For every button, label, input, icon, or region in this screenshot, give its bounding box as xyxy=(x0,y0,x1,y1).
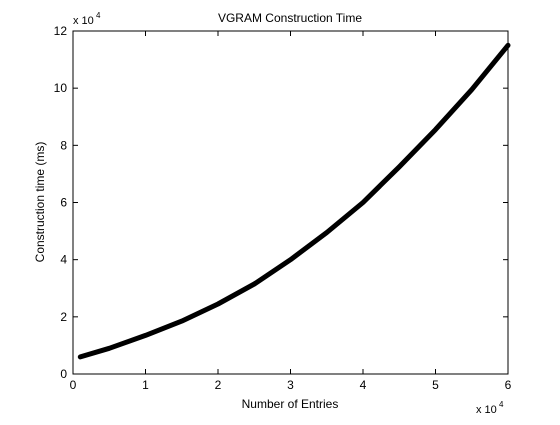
y-tick-label: 6 xyxy=(60,196,67,210)
y-tick-label: 2 xyxy=(60,310,67,324)
y-tick-label: 10 xyxy=(54,81,68,95)
x-tick-label: 0 xyxy=(70,378,77,392)
y-tick-label: 0 xyxy=(60,367,67,381)
y-tick-label: 4 xyxy=(60,253,67,267)
x-axis-label: Number of Entries xyxy=(242,397,339,411)
series-line xyxy=(77,42,511,360)
plot-frame xyxy=(72,30,509,375)
x-tick-label: 3 xyxy=(287,378,294,392)
y-tick-label: 8 xyxy=(60,138,67,152)
y-exponent: x 10 4 xyxy=(73,11,101,27)
series-layer xyxy=(77,42,511,360)
y-tick-label: 12 xyxy=(54,24,68,38)
x-tick-label: 1 xyxy=(142,378,149,392)
x-exponent-power: 4 xyxy=(499,400,504,409)
plot-area xyxy=(73,31,508,374)
x-tick-label: 5 xyxy=(432,378,439,392)
y-exponent-power: 4 xyxy=(96,11,101,20)
x-tick-label: 2 xyxy=(215,378,222,392)
y-axis-label: Construction time (ms) xyxy=(33,142,47,263)
x-tick-label: 4 xyxy=(360,378,367,392)
x-exponent: x 10 4 xyxy=(476,400,504,416)
chart-title: VGRAM Construction Time xyxy=(218,11,362,25)
x-tick-label: 6 xyxy=(505,378,512,392)
y-exponent-base: x 10 xyxy=(73,15,94,27)
x-exponent-base: x 10 xyxy=(476,404,497,416)
